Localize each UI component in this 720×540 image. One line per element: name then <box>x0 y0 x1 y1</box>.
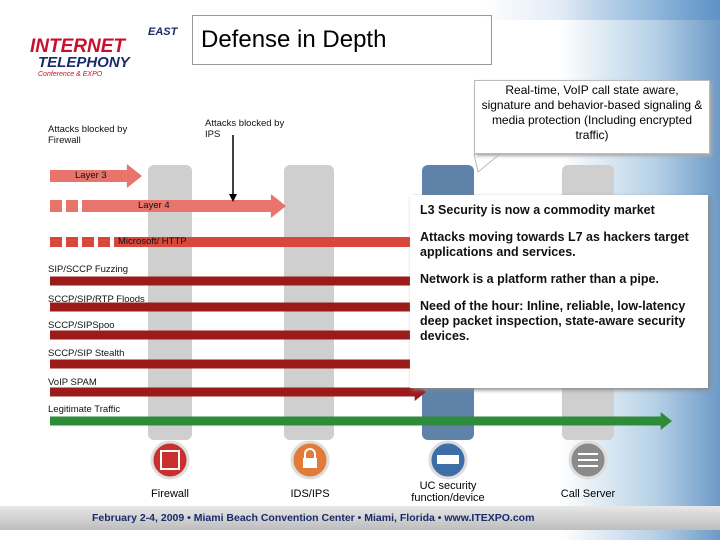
note: Need of the hour: Inline, reliable, low-… <box>420 299 686 343</box>
background-art-top <box>480 0 720 20</box>
arrow <box>50 298 426 316</box>
note: Network is a platform rather than a pipe… <box>420 272 659 286</box>
arrow-dash <box>66 200 78 212</box>
arrow <box>82 194 286 218</box>
title: Defense in Depth <box>192 15 492 65</box>
flow-label: SIP/SCCP Fuzzing <box>48 264 129 275</box>
device-icons <box>150 440 608 480</box>
callout-tail <box>473 153 502 173</box>
flow-label: Layer 4 <box>138 200 170 211</box>
device-label: IDS/IPS <box>290 488 330 500</box>
arrows <box>50 164 672 430</box>
logo-region: EAST <box>148 26 178 38</box>
arrow <box>50 164 142 188</box>
arrow <box>114 232 424 252</box>
flow-label: VoIP SPAM <box>48 377 97 388</box>
flow-label: Layer 3 <box>75 170 107 181</box>
device-label: Call Server <box>560 488 616 500</box>
arrow <box>50 272 426 290</box>
note: Attacks moving towards L7 as hackers tar… <box>420 230 689 259</box>
arrow-dash <box>82 237 94 247</box>
flow-label: SCCP/SIP Stealth <box>48 348 125 359</box>
flow-label: Legitimate Traffic <box>48 404 121 415</box>
note: L3 Security is now a commodity market <box>420 203 655 217</box>
arrow <box>50 412 672 430</box>
flow-label: Microsoft/ HTTP <box>118 236 187 247</box>
logo-tagline: Conference & EXPO <box>38 71 103 78</box>
notes-box: L3 Security is now a commodity market At… <box>410 195 708 388</box>
footer: February 2-4, 2009 • Miami Beach Convent… <box>92 512 535 524</box>
logo-line2: TELEPHONY <box>38 54 130 71</box>
arrow-dash <box>66 237 78 247</box>
arrow <box>50 383 426 401</box>
arrow-dash <box>50 237 62 247</box>
device-label: UC security function/device <box>411 480 485 504</box>
footer-bar: February 2-4, 2009 • Miami Beach Convent… <box>0 506 720 530</box>
flow-label: SCCP/SIP/RTP Floods <box>48 294 145 305</box>
logo: EAST INTERNET TELEPHONY Conference & EXP… <box>8 16 186 78</box>
annotation: Attacks blocked by IPS <box>205 118 285 140</box>
arrow-dash <box>98 237 110 247</box>
callout: Real-time, VoIP call state aware, signat… <box>474 80 710 154</box>
logo-line1: INTERNET <box>30 36 125 57</box>
pointer-head <box>229 194 237 202</box>
annotation: Attacks blocked by Firewall <box>48 124 128 146</box>
flow-label: SCCP/SIPSpoo <box>48 320 115 331</box>
arrow <box>50 326 426 344</box>
arrow-dash <box>50 200 62 212</box>
device-label: Firewall <box>151 488 189 500</box>
arrow <box>50 355 426 373</box>
